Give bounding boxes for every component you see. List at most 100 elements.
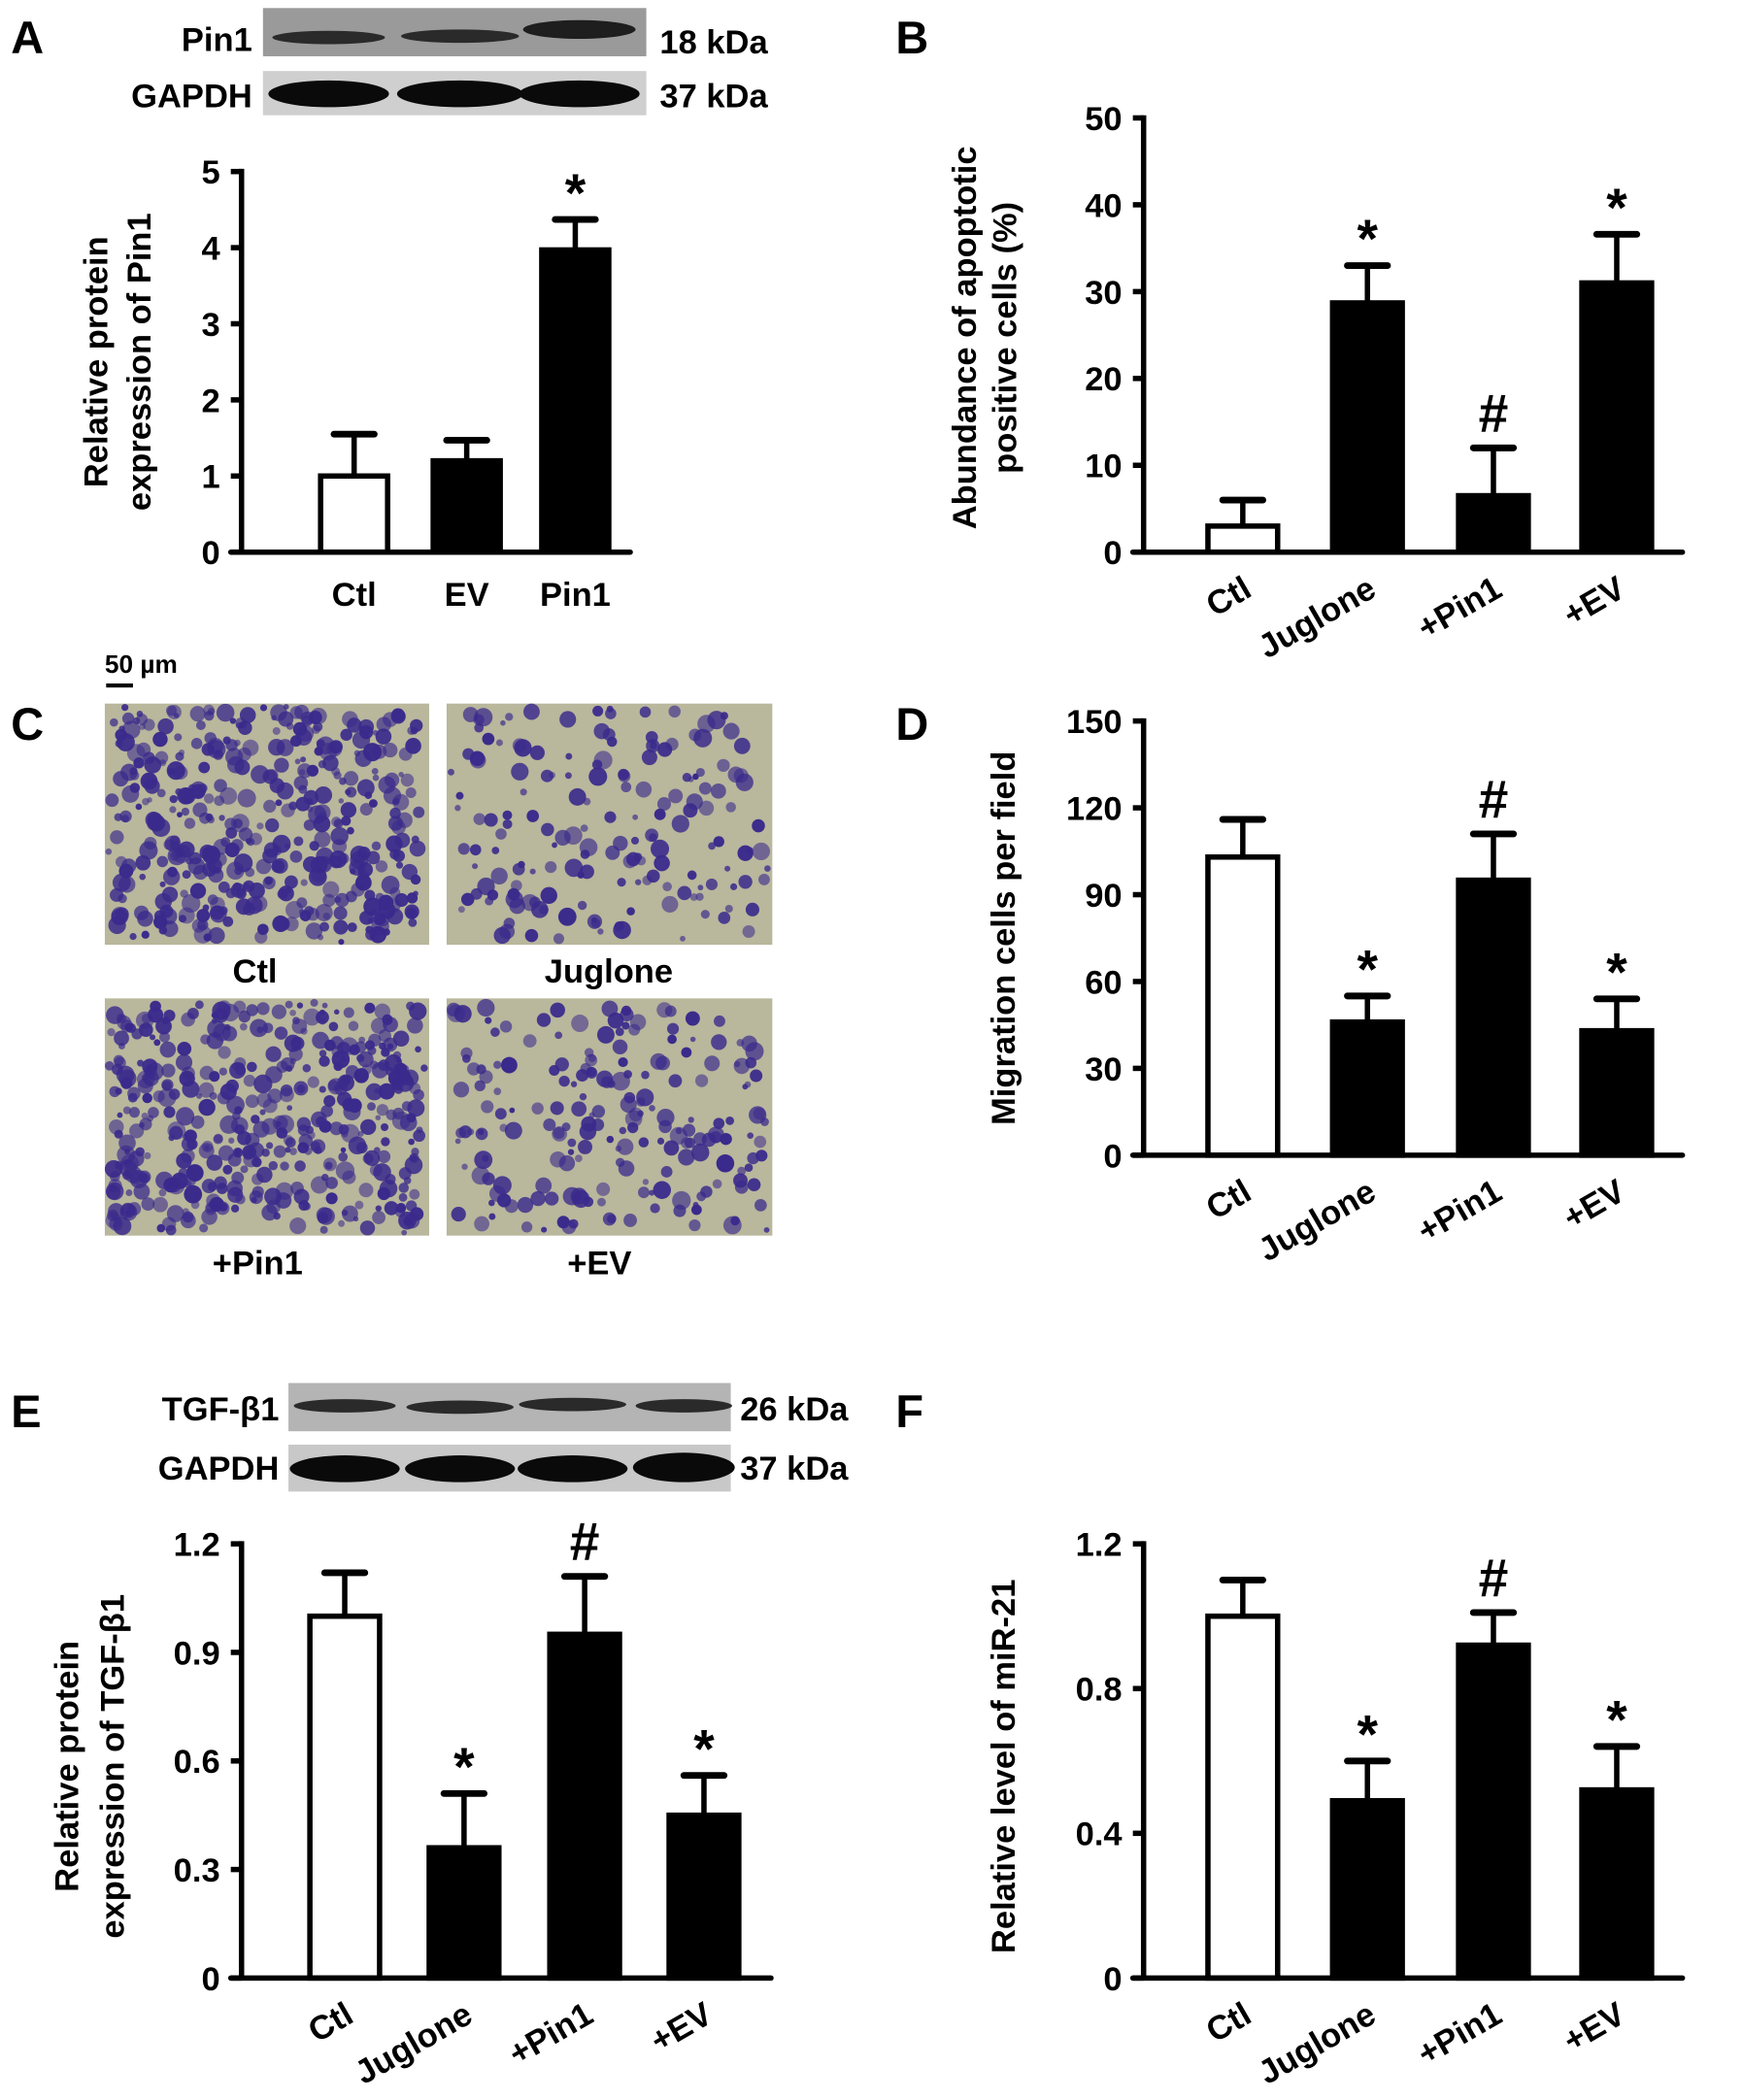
stained-cell	[720, 1132, 732, 1146]
micrograph-label: Ctl	[233, 953, 278, 990]
stained-cell	[724, 865, 731, 872]
stained-cell	[338, 1151, 349, 1162]
stained-cell	[381, 1123, 389, 1132]
stained-cell	[482, 1154, 489, 1162]
stained-cell	[285, 1137, 296, 1149]
stained-cell	[239, 707, 256, 723]
stained-cell	[131, 1028, 143, 1040]
blot-band	[522, 19, 636, 40]
stained-cell	[711, 1034, 727, 1050]
stained-cell	[757, 873, 770, 885]
stained-cell	[614, 921, 624, 932]
stained-cell	[136, 714, 149, 726]
stained-cell	[372, 729, 379, 736]
stained-cell	[488, 1213, 496, 1220]
stained-cell	[467, 1062, 481, 1076]
stained-cell	[685, 1011, 700, 1026]
stained-cell	[222, 916, 234, 927]
stained-cell	[681, 1047, 692, 1058]
stained-cell	[112, 1063, 123, 1076]
stained-cell	[115, 855, 127, 868]
stained-cell	[363, 897, 383, 917]
stained-cell	[208, 927, 225, 945]
stained-cell	[234, 1064, 246, 1076]
stained-cell	[235, 887, 247, 899]
stained-cell	[607, 736, 618, 748]
stained-cell	[165, 1224, 177, 1236]
stained-cell	[695, 892, 704, 901]
stained-cell	[408, 1138, 415, 1146]
stained-cell	[518, 860, 525, 869]
significance-marker: #	[570, 1512, 600, 1572]
stained-cell	[338, 798, 345, 804]
stained-cell	[571, 1101, 587, 1117]
stained-cell	[373, 1163, 391, 1182]
stained-cell	[205, 813, 214, 821]
y-tick-label: 120	[1066, 790, 1123, 827]
stained-cell	[139, 873, 147, 881]
stained-cell	[409, 840, 426, 857]
stained-cell	[401, 1101, 413, 1112]
stained-cell	[182, 893, 201, 914]
stained-cell	[376, 1104, 389, 1117]
stained-cell	[235, 1194, 246, 1205]
stained-cell	[407, 1017, 423, 1034]
stained-cell	[262, 1022, 274, 1034]
stained-cell	[330, 1036, 344, 1050]
stained-cell	[302, 1063, 312, 1073]
stained-cell	[230, 839, 244, 852]
stained-cell	[484, 813, 498, 827]
stained-cell	[531, 1102, 544, 1115]
stained-cell	[153, 1039, 161, 1047]
stained-cell	[293, 1081, 309, 1096]
stained-cell	[686, 793, 703, 811]
stained-cell	[333, 919, 349, 935]
stained-cell	[629, 1014, 647, 1031]
stained-cell	[347, 717, 362, 733]
stained-cell	[296, 1002, 304, 1009]
stained-cell	[713, 836, 724, 848]
stained-cell	[318, 1050, 327, 1057]
stained-cell	[239, 1022, 248, 1031]
stained-cell	[191, 918, 207, 933]
stained-cell	[362, 743, 382, 762]
stained-cell	[477, 998, 495, 1017]
stained-cell	[460, 892, 475, 907]
y-tick-label: 0.9	[174, 1635, 220, 1672]
x-tick-label: Ctl	[1200, 570, 1257, 624]
stained-cell	[156, 855, 169, 868]
stained-cell	[345, 890, 357, 903]
stained-cell	[381, 876, 400, 894]
stained-cell	[316, 1207, 333, 1223]
bar-Juglone	[426, 1845, 502, 1982]
stained-cell	[535, 1177, 553, 1194]
stained-cell	[280, 1161, 289, 1171]
stained-cell	[392, 793, 410, 811]
stained-cell	[210, 905, 227, 923]
stained-cell	[289, 1009, 296, 1017]
stained-cell	[285, 901, 304, 919]
stained-cell	[354, 1200, 364, 1210]
stained-cell	[310, 707, 327, 725]
stained-cell	[341, 1209, 349, 1217]
stained-cell	[635, 781, 653, 798]
stained-cell	[307, 1076, 319, 1088]
stained-cell	[375, 860, 388, 873]
stained-cell	[448, 768, 454, 776]
stained-cell	[182, 1211, 194, 1223]
y-tick-label: 5	[201, 154, 219, 191]
stained-cell	[237, 747, 251, 761]
stained-cell	[375, 728, 392, 745]
stained-cell	[514, 739, 532, 757]
stained-cell	[211, 1017, 218, 1024]
stained-cell	[517, 1196, 534, 1214]
stained-cell	[115, 907, 129, 921]
stained-cell	[340, 1037, 358, 1055]
stained-cell	[235, 898, 252, 916]
stained-cell	[392, 850, 406, 862]
stained-cell	[305, 922, 323, 940]
stained-cell	[182, 870, 191, 880]
stained-cell	[348, 1020, 359, 1032]
stained-cell	[492, 1176, 512, 1195]
stained-cell	[493, 1087, 502, 1096]
